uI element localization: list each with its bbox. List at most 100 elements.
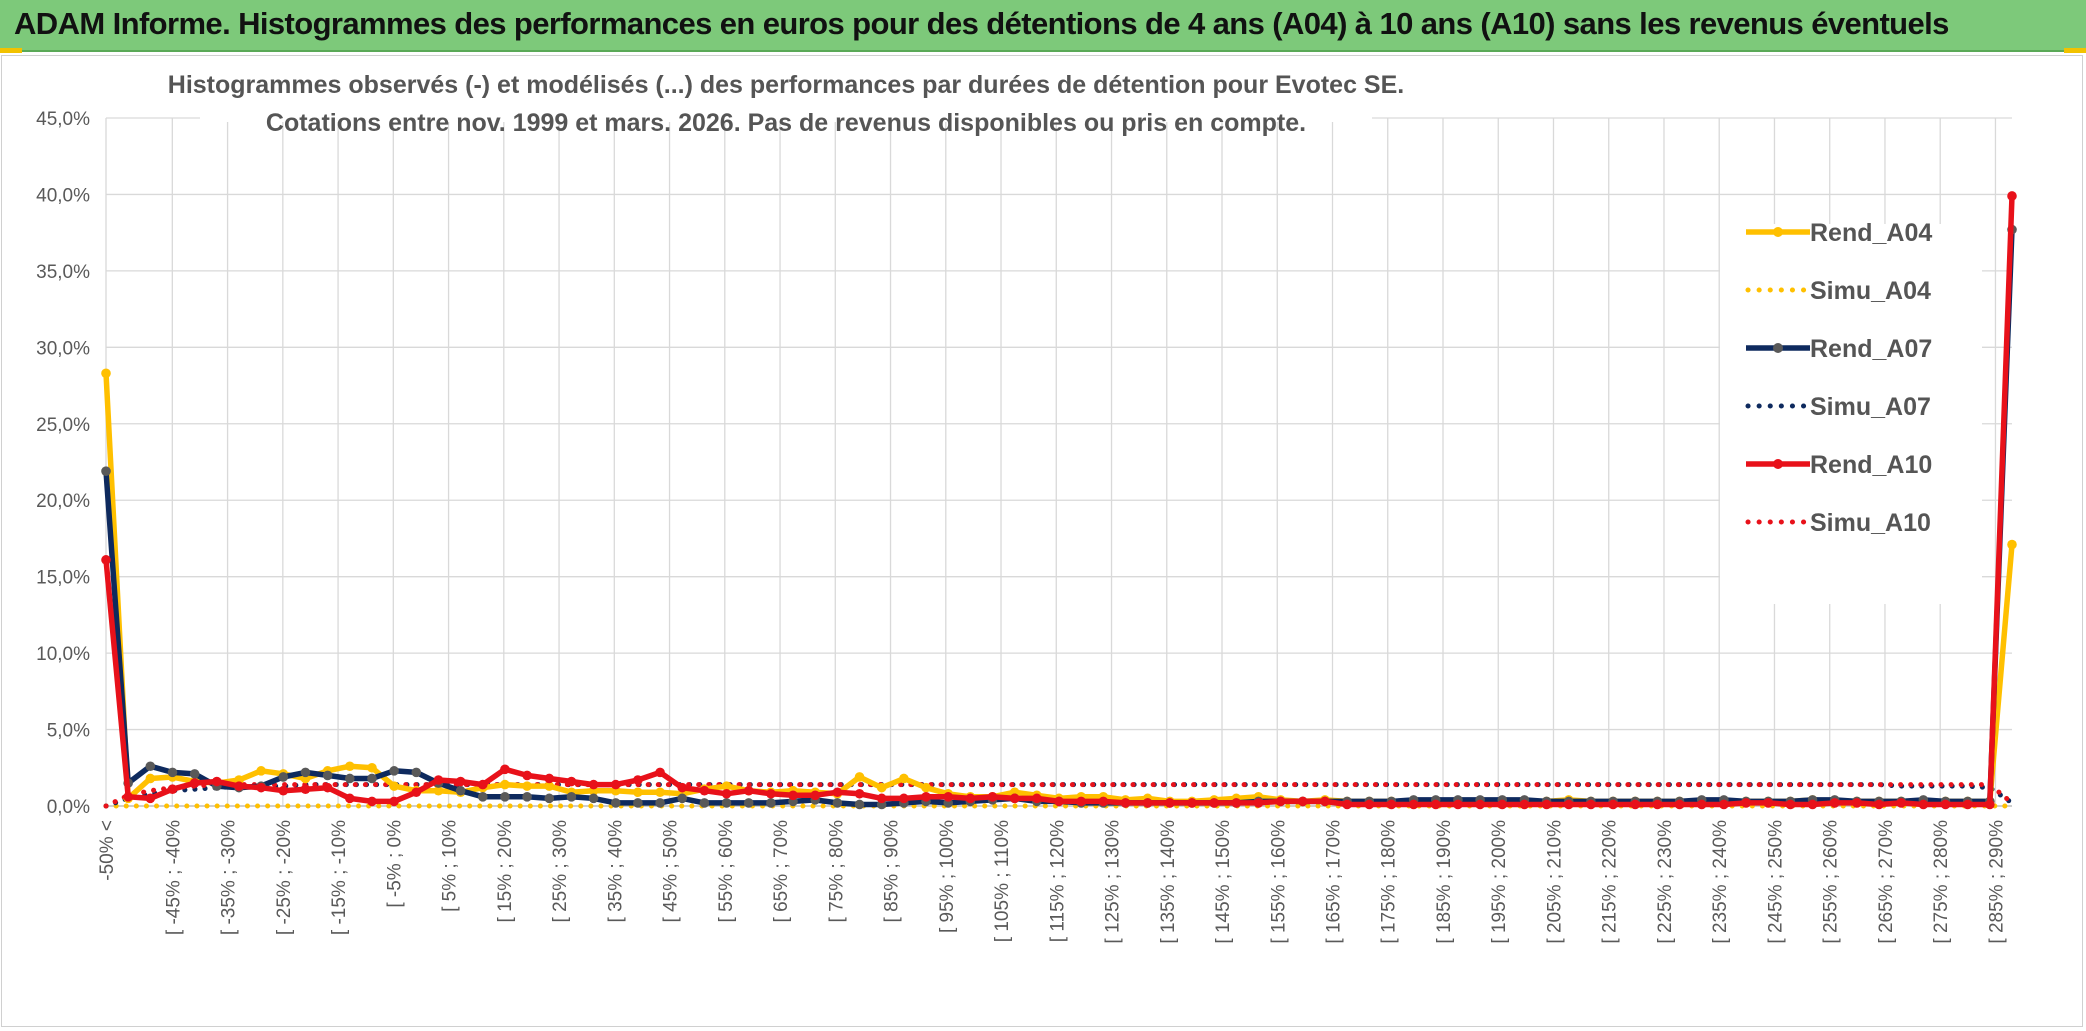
data-point [1054,796,1064,807]
data-point [101,555,111,565]
data-point [1940,799,1951,810]
data-point [1852,798,1862,808]
x-tick-label: [ 285% ; 290% [1986,820,2007,944]
x-tick-label: [ 235% ; 240% [1710,820,1731,944]
data-point [101,368,111,379]
x-tick-label: [ 145% ; 150% [1213,820,1234,944]
data-point [455,776,466,787]
data-point [854,772,865,782]
x-tick-label: [ 115% ; 120% [1047,820,1068,942]
data-point [1120,798,1131,808]
data-point [854,788,865,799]
data-point [699,798,710,808]
x-tick-label: [ -35% ; -30% [219,820,240,935]
data-point [1807,799,1818,810]
legend-item-Simu_A07: Simu_A07 [1745,393,1931,421]
data-point [1763,798,1774,808]
data-point [212,776,222,787]
data-point [1896,798,1906,808]
data-point [500,792,510,802]
data-point [145,773,156,784]
x-tick-label: [ 105% ; 110% [992,820,1013,942]
legend-label: Rend_A07 [1810,335,1932,363]
x-tick-label: [ 215% ; 220% [1600,820,1621,944]
data-point [854,799,865,810]
series-Rend_A10 [101,191,2017,810]
data-point [522,770,532,781]
banner-accent-right [2064,48,2086,53]
chart-legend: Rend_A04 Simu_A04 Rend_A07 Simu_A07 Rend_A10… [1720,219,1982,604]
legend-item-Simu_A10: Simu_A10 [1745,509,1931,537]
legend-marker [1773,343,1783,353]
legend-label: Rend_A04 [1810,219,1932,247]
data-point [145,761,156,772]
data-point [344,793,355,804]
banner-accent-left [0,48,22,53]
data-point [766,798,776,808]
data-point [1741,798,1751,808]
data-point [477,792,488,802]
data-point [1209,798,1219,808]
data-point [1275,796,1286,807]
header-banner: ADAM Informe. Histogrammes des performan… [0,0,2086,52]
data-point [544,773,555,784]
x-tick-label: [ 205% ; 210% [1544,820,1565,944]
data-point [743,785,754,796]
legend-label: Simu_A10 [1810,509,1931,537]
data-point [1142,798,1153,808]
data-point [1719,799,1729,810]
x-tick-label: [ 175% ; 180% [1379,820,1400,944]
data-point [721,781,732,791]
legend-marker [1773,227,1783,237]
data-point [433,775,444,785]
data-point [322,770,333,781]
data-point [633,787,643,798]
y-tick-label: 20,0% [36,491,90,512]
data-point [145,793,156,804]
data-point [610,798,621,808]
x-tick-label: [ 265% ; 270% [1876,820,1897,944]
data-point [921,782,931,793]
data-point [300,767,311,778]
data-point [699,785,710,796]
data-point [411,787,422,798]
x-tick-label: [ 275% ; 280% [1931,820,1952,944]
x-tick-label: [ 225% ; 230% [1655,820,1676,944]
data-point [367,796,377,807]
data-point [1586,799,1596,810]
data-point [500,779,510,790]
x-axis-tick-labels: -50% < [ -45% ; -40% [ -35% ; -30% [ -25% ;… [97,820,2007,944]
x-tick-label: [ 255% ; 260% [1821,820,1842,944]
data-point [1985,799,1995,810]
data-point [832,787,843,798]
data-point [633,798,643,808]
data-point [367,773,377,784]
x-tick-label: [ 45% ; 50% [661,820,682,923]
legend-item-Rend_A04: Rend_A04 [1746,219,1932,247]
x-tick-label: [ 125% ; 130% [1103,820,1124,944]
legend-label: Rend_A10 [1810,451,1932,479]
x-tick-label: -50% < [97,820,118,881]
data-point [1918,799,1929,810]
x-tick-label: [ 85% ; 90% [882,820,903,923]
data-point [1187,798,1197,808]
data-point [256,782,266,793]
data-point [1009,793,1020,804]
data-point [1674,799,1685,810]
data-point [1386,799,1397,810]
x-tick-label: [ 185% ; 190% [1434,820,1455,944]
data-point [522,792,532,802]
histogram-chart: 0,0% 5,0% 10,0% 15,0% 20,0% 25,0% 30,0% 35,0% 40… [36,60,2017,944]
subtitle-background [200,60,1372,122]
data-point [721,798,732,808]
data-point [1320,796,1330,807]
data-point [2007,539,2017,550]
data-point [655,787,665,798]
data-point [1696,799,1707,810]
series-group [101,191,2017,810]
data-point [256,766,266,776]
data-point [2007,191,2017,201]
x-tick-label: [ 55% ; 60% [716,820,737,923]
x-tick-label: [ 35% ; 40% [605,820,626,923]
data-point [1874,799,1884,810]
